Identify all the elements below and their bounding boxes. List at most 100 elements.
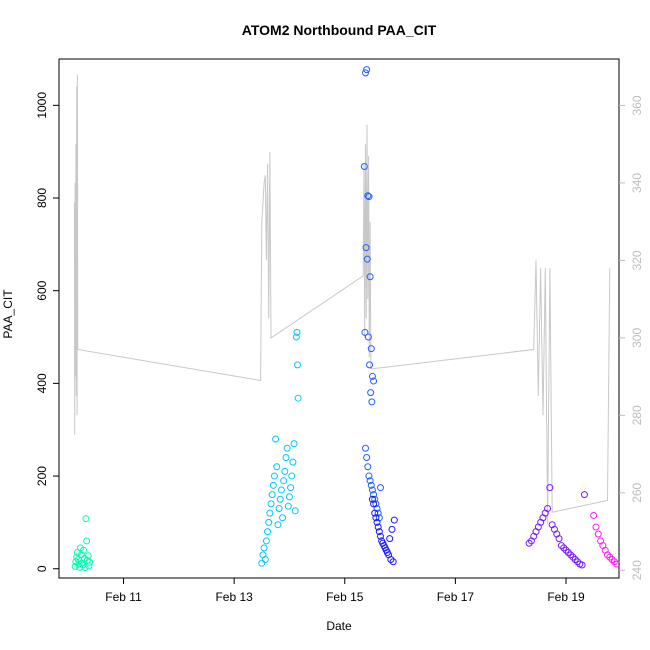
secondary-series-line bbox=[73, 74, 611, 524]
scatter-point bbox=[293, 328, 301, 336]
scatter-point bbox=[365, 193, 373, 201]
scatter-point bbox=[372, 514, 380, 522]
scatter-point bbox=[610, 558, 618, 566]
scatter-point bbox=[613, 560, 621, 568]
scatter-point bbox=[285, 493, 293, 501]
scatter-point bbox=[364, 333, 372, 341]
scatter-point bbox=[386, 535, 394, 543]
scatter-point bbox=[80, 546, 88, 554]
secondary-series-layer bbox=[73, 74, 611, 524]
y-axis-label: PAA_CIT bbox=[1, 289, 15, 339]
x-tick-label: Feb 13 bbox=[215, 590, 253, 604]
scatter-point bbox=[567, 551, 575, 559]
right-y-tick-label: 340 bbox=[630, 173, 644, 193]
scatter-point bbox=[376, 484, 384, 492]
scatter-point bbox=[608, 555, 616, 563]
scatter-point bbox=[283, 444, 291, 452]
scatter-point bbox=[269, 481, 277, 489]
x-tick-label: Feb 19 bbox=[547, 590, 585, 604]
scatter-point bbox=[363, 454, 371, 462]
right-y-tick-label: 260 bbox=[630, 482, 644, 502]
scatter-point bbox=[71, 562, 79, 570]
scatter-point bbox=[280, 477, 288, 485]
scatter-point bbox=[81, 564, 89, 572]
scatter-point bbox=[265, 518, 273, 526]
scatter-point bbox=[266, 509, 274, 517]
scatter-point bbox=[368, 398, 376, 406]
scatter-point bbox=[544, 504, 552, 512]
scatter-point bbox=[363, 66, 371, 74]
scatter-point bbox=[366, 273, 374, 281]
scatter-point bbox=[86, 558, 94, 566]
scatter-point bbox=[569, 553, 577, 561]
scatter-point bbox=[272, 435, 280, 443]
scatter-point bbox=[361, 328, 369, 336]
scatter-point bbox=[371, 509, 379, 517]
scatter-point bbox=[277, 486, 285, 494]
scatter-point bbox=[546, 484, 554, 492]
scatter-point bbox=[279, 514, 287, 522]
scatter-point bbox=[388, 525, 396, 533]
scatter-point bbox=[260, 544, 268, 552]
scatter-point bbox=[368, 486, 376, 494]
scatter-point bbox=[592, 523, 600, 531]
scatter-point bbox=[82, 515, 90, 523]
scatter-point bbox=[525, 539, 533, 547]
scatter-point bbox=[370, 377, 378, 385]
scatter-point bbox=[562, 546, 570, 554]
x-tick-label: Feb 17 bbox=[437, 590, 475, 604]
scatter-point bbox=[291, 507, 299, 515]
scatter-point bbox=[389, 558, 397, 566]
scatter-point bbox=[273, 463, 281, 471]
scatter-point bbox=[375, 528, 383, 536]
scatter-point bbox=[578, 561, 586, 569]
scatter-point bbox=[368, 495, 376, 503]
left-y-axis: 0 200 400 600 800 1000 bbox=[35, 92, 59, 572]
scatter-point bbox=[281, 467, 289, 475]
scatter-point bbox=[268, 491, 276, 499]
scatter-point bbox=[376, 532, 384, 540]
left-y-tick-label: 400 bbox=[35, 373, 49, 393]
scatter-point bbox=[83, 537, 91, 545]
x-tick-label: Feb 11 bbox=[105, 590, 142, 604]
scatter-point bbox=[560, 544, 568, 552]
scatter-point bbox=[282, 454, 290, 462]
scatter-point bbox=[366, 477, 374, 485]
scatter-point bbox=[373, 518, 381, 526]
points-layer bbox=[71, 66, 621, 572]
scatter-point bbox=[594, 530, 602, 538]
chart-title: ATOM2 Northbound PAA_CIT bbox=[242, 22, 437, 38]
scatter-point bbox=[360, 163, 368, 171]
scatter-point bbox=[362, 444, 370, 452]
scatter-point bbox=[276, 495, 284, 503]
scatter-point bbox=[365, 472, 373, 480]
right-y-tick-label: 360 bbox=[630, 95, 644, 115]
scatter-point bbox=[288, 472, 296, 480]
scatter-point bbox=[264, 528, 272, 536]
scatter-point bbox=[371, 495, 379, 503]
scatter-point bbox=[270, 472, 278, 480]
scatter-point bbox=[284, 502, 292, 510]
scatter-point bbox=[606, 553, 614, 561]
right-y-tick-label: 240 bbox=[630, 560, 644, 580]
left-y-tick-label: 800 bbox=[35, 188, 49, 208]
scatter-point bbox=[590, 511, 598, 519]
scatter-point bbox=[364, 463, 372, 471]
scatter-point bbox=[362, 69, 370, 77]
scatter-point bbox=[557, 542, 565, 550]
scatter-point bbox=[85, 562, 93, 570]
scatter-point bbox=[370, 500, 378, 508]
scatter-point bbox=[564, 549, 572, 557]
scatter-point bbox=[274, 521, 282, 529]
scatter-point bbox=[292, 333, 300, 341]
scatter-point bbox=[290, 440, 298, 448]
scatter-point bbox=[390, 516, 398, 524]
scatter-point bbox=[603, 551, 611, 559]
scatter-point bbox=[363, 255, 371, 263]
scatter-point bbox=[267, 500, 275, 508]
scatter-point bbox=[261, 555, 269, 563]
scatter-point bbox=[294, 394, 302, 402]
scatter-point bbox=[366, 361, 374, 369]
right-y-tick-label: 280 bbox=[630, 405, 644, 425]
